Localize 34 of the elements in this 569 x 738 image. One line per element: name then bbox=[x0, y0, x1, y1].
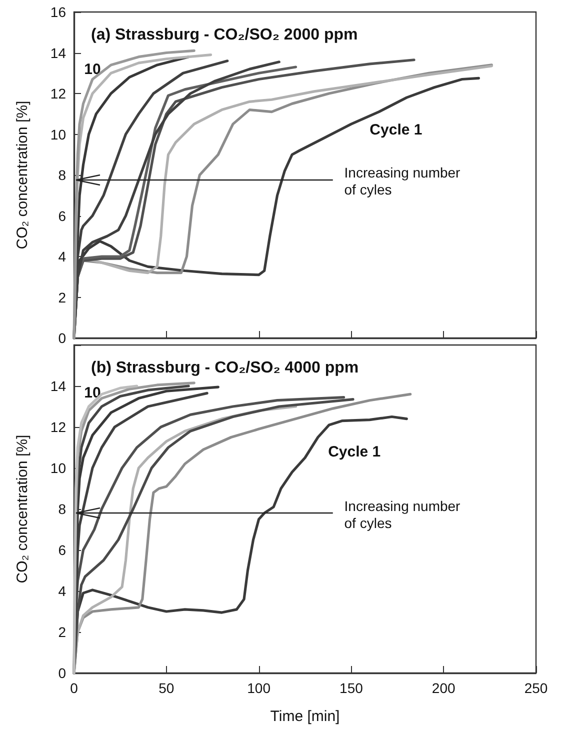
y-tick-label: 0 bbox=[58, 330, 66, 346]
y-tick-label: 4 bbox=[58, 583, 66, 599]
x-tick-label: 100 bbox=[247, 680, 271, 696]
y-tick-label: 16 bbox=[50, 4, 66, 20]
y-tick-label: 0 bbox=[58, 665, 66, 681]
annotation: Cycle 1 bbox=[328, 443, 381, 460]
y-tick-label: 2 bbox=[58, 624, 66, 640]
text: (b) Strassburg - CO₂/SO₂ 4000 ppm bbox=[91, 360, 359, 376]
y-tick-label: 6 bbox=[58, 208, 66, 224]
y-tick-label: 12 bbox=[50, 419, 66, 435]
y-tick-label: 8 bbox=[58, 501, 66, 517]
x-tick-label: 50 bbox=[158, 680, 174, 696]
text: (a) Strassburg - CO₂/SO₂ 2000 ppm bbox=[91, 26, 358, 44]
x-tick-label: 200 bbox=[432, 680, 456, 696]
annotation: 10 bbox=[84, 61, 101, 78]
annotation: Cycle 1 bbox=[370, 122, 422, 139]
x-axis-title: Time [min] bbox=[270, 708, 340, 725]
x-tick-label: 0 bbox=[70, 680, 78, 696]
y-tick-label: 10 bbox=[50, 126, 66, 142]
x-tick-label: 250 bbox=[524, 680, 548, 696]
y-tick-label: 10 bbox=[50, 460, 66, 476]
y-tick-label: 6 bbox=[58, 542, 66, 558]
y-tick-label: 14 bbox=[50, 44, 66, 61]
y-axis-title: CO₂ concentration [%] bbox=[14, 100, 31, 250]
annotation: Increasing number of cyles bbox=[344, 498, 464, 532]
annotation: 10 bbox=[84, 384, 101, 402]
annotation: Increasing number of cyles bbox=[344, 164, 464, 198]
y-axis-title: CO₂ concentration [%] bbox=[14, 434, 31, 584]
y-tick-label: 8 bbox=[58, 167, 66, 183]
x-tick-label: 150 bbox=[340, 680, 364, 696]
y-tick-label: 2 bbox=[58, 289, 66, 306]
y-tick-label: 14 bbox=[50, 378, 66, 394]
y-tick-label: 12 bbox=[50, 86, 66, 102]
y-tick-label: 4 bbox=[58, 248, 66, 264]
